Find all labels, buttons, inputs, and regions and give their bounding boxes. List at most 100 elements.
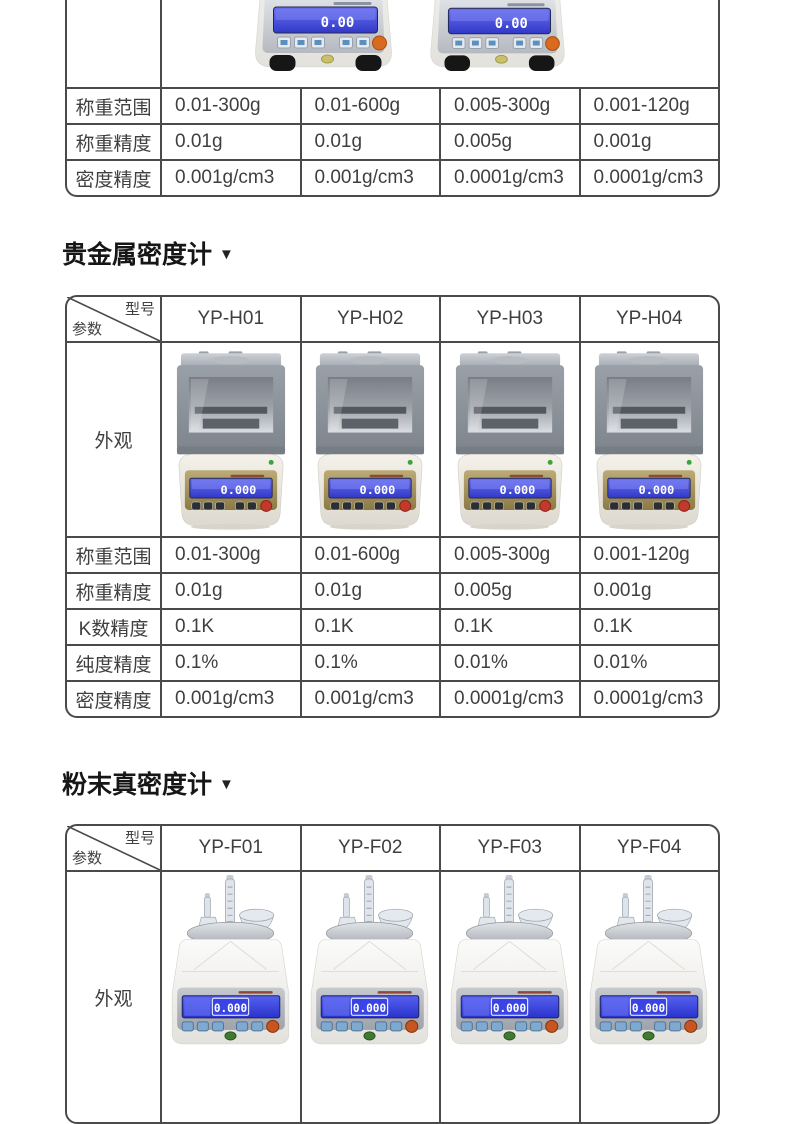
row-value: 0.01-300g [160,89,300,123]
row-value: 0.001g/cm3 [299,682,440,716]
model-header: YP-F02 [299,826,440,870]
row-label: 称重范围 [75,97,152,119]
spec-table-powder: 型号 参数 YP-F01 YP-F02 YP-F03 YP-F04 外观 [65,824,720,1124]
row-value: 0.1K [578,610,719,644]
corner-param-label: 参数 [72,321,103,338]
row-label: 纯度精度 [75,654,152,676]
row-value: 0.1K [160,610,300,644]
row-value: 0.01g [160,574,300,608]
table-row: K数精度 0.1K 0.1K 0.1K 0.1K [67,608,718,644]
row-value: 0.001g/cm3 [299,161,440,195]
model-header: YP-F01 [160,826,300,870]
appearance-image-cell [160,343,300,536]
row-value: 0.001-120g [578,89,719,123]
table-row: 称重精度 0.01g 0.01g 0.005g 0.001g [67,123,718,159]
model-header: YP-F04 [578,826,719,870]
table-row-appearance: 外观 [67,870,718,1122]
table-header-row: 型号 参数 YP-F01 YP-F02 YP-F03 YP-F04 [67,826,718,870]
table-row-appearance [67,0,718,87]
section-title-powder: 粉末真密度计 ▼ [62,769,790,801]
appearance-image-cell [578,343,719,536]
row-value: 0.0001g/cm3 [578,161,719,195]
row-label: 称重精度 [75,133,152,155]
appearance-label-cell [67,0,160,87]
row-value: 0.1K [439,610,579,644]
appearance-image-cell [299,872,440,1122]
appearance-image-cell [299,343,440,536]
spec-table-precious-metal: 型号 参数 YP-H01 YP-H02 YP-H03 YP-H04 外观 称重范… [65,295,720,718]
row-value: 0.01g [299,125,440,159]
device-image-precious-2 [308,351,432,530]
row-value: 0.01-600g [299,538,440,572]
table-header-row: 型号 参数 YP-H01 YP-H02 YP-H03 YP-H04 [67,297,718,341]
corner-model-label: 型号 [124,301,155,318]
model-header: YP-H03 [439,297,579,341]
appearance-image-cell [439,872,579,1122]
model-header: YP-H01 [160,297,300,341]
table-row: 称重范围 0.01-300g 0.01-600g 0.005-300g 0.00… [67,87,718,123]
model-header: YP-H04 [578,297,719,341]
device-image-precious-1 [169,351,293,530]
table-row: 密度精度 0.001g/cm3 0.001g/cm3 0.0001g/cm3 0… [67,159,718,195]
row-value: 0.001g/cm3 [160,682,300,716]
row-value: 0.1K [299,610,440,644]
row-label: 称重范围 [75,546,152,568]
appearance-images-cell [160,0,718,87]
row-value: 0.1% [160,646,300,680]
row-label: 密度精度 [75,690,152,712]
device-image-powder-2 [307,875,433,1048]
row-value: 0.01% [439,646,579,680]
diagonal-line [67,297,160,341]
row-value: 0.0001g/cm3 [578,682,719,716]
model-header: YP-H02 [299,297,440,341]
device-image-powder-1 [168,875,294,1048]
row-label: 称重精度 [75,582,152,604]
appearance-label-cell: 外观 [94,431,133,452]
model-header: YP-F03 [439,826,579,870]
section-title-text: 贵金属密度计 [62,241,213,269]
row-value: 0.01g [299,574,440,608]
corner-param-label: 参数 [72,850,103,867]
spec-table-cutoff: 称重范围 0.01-300g 0.01-600g 0.005-300g 0.00… [65,0,720,197]
table-row: 称重范围 0.01-300g 0.01-600g 0.005-300g 0.00… [67,536,718,572]
row-value: 0.1% [299,646,440,680]
row-value: 0.001-120g [578,538,719,572]
triangle-down-icon: ▼ [219,246,234,263]
device-image-balance-1 [240,0,408,79]
diagonal-line [67,826,160,870]
table-row: 纯度精度 0.1% 0.1% 0.01% 0.01% [67,644,718,680]
row-value: 0.01-300g [160,538,300,572]
row-value: 0.005-300g [439,538,579,572]
row-value: 0.01% [578,646,719,680]
corner-cell: 型号 参数 [67,826,160,870]
appearance-label-cell: 外观 [94,988,133,1010]
row-value: 0.005-300g [439,89,579,123]
product-spec-page: { "colors": { "table_border": "#4a4a4a",… [62,0,790,1124]
section-title-precious-metal: 贵金属密度计 ▼ [62,239,790,271]
appearance-image-cell [160,872,300,1122]
row-value: 0.01-600g [299,89,440,123]
row-value: 0.001g/cm3 [160,161,300,195]
device-image-precious-4 [587,351,711,530]
corner-model-label: 型号 [124,830,155,847]
table-row: 称重精度 0.01g 0.01g 0.005g 0.001g [67,572,718,608]
appearance-image-cell [439,343,579,536]
row-value: 0.001g [578,125,719,159]
row-value: 0.005g [439,574,579,608]
corner-cell: 型号 参数 [67,297,160,341]
row-value: 0.001g [578,574,719,608]
appearance-image-cell [578,872,719,1122]
section-title-text: 粉末真密度计 [62,771,213,799]
row-value: 0.0001g/cm3 [439,682,579,716]
table-row: 密度精度 0.001g/cm3 0.001g/cm3 0.0001g/cm3 0… [67,680,718,716]
row-value: 0.0001g/cm3 [439,161,579,195]
row-label: K数精度 [78,618,149,640]
device-image-balance-2 [417,0,579,79]
device-image-precious-3 [448,351,572,530]
row-value: 0.005g [439,125,579,159]
row-label: 密度精度 [75,169,152,191]
table-row-appearance: 外观 [67,341,718,536]
device-image-powder-4 [586,875,712,1048]
triangle-down-icon: ▼ [219,776,234,793]
device-image-powder-3 [447,875,573,1048]
